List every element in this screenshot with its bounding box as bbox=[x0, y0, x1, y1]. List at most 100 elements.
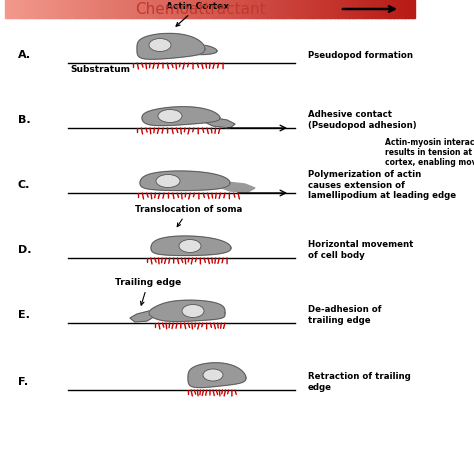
Bar bbox=[201, 0, 202, 18]
Bar bbox=[371, 0, 373, 18]
Polygon shape bbox=[216, 181, 255, 192]
Bar bbox=[255, 0, 257, 18]
Bar bbox=[195, 0, 197, 18]
Bar bbox=[110, 0, 112, 18]
Bar bbox=[42, 0, 44, 18]
Bar bbox=[343, 0, 345, 18]
Text: Actin Cortex: Actin Cortex bbox=[166, 2, 229, 26]
Bar bbox=[351, 0, 353, 18]
Text: Trailing edge: Trailing edge bbox=[115, 278, 181, 305]
Bar bbox=[221, 0, 223, 18]
Bar bbox=[193, 0, 195, 18]
Bar bbox=[188, 0, 190, 18]
Bar bbox=[113, 0, 115, 18]
Bar bbox=[403, 0, 405, 18]
Bar bbox=[180, 0, 182, 18]
Bar bbox=[344, 0, 346, 18]
Bar bbox=[26, 0, 27, 18]
Bar bbox=[53, 0, 55, 18]
Bar bbox=[310, 0, 311, 18]
Bar bbox=[380, 0, 382, 18]
Bar bbox=[247, 0, 249, 18]
Bar bbox=[88, 0, 90, 18]
Bar bbox=[370, 0, 372, 18]
Bar bbox=[337, 0, 339, 18]
Bar bbox=[289, 0, 291, 18]
Bar bbox=[108, 0, 109, 18]
Polygon shape bbox=[130, 310, 157, 322]
Bar bbox=[155, 0, 157, 18]
Bar bbox=[322, 0, 324, 18]
Bar bbox=[95, 0, 97, 18]
Bar bbox=[230, 0, 232, 18]
Bar bbox=[139, 0, 141, 18]
Bar bbox=[252, 0, 254, 18]
Bar bbox=[128, 0, 130, 18]
Bar bbox=[412, 0, 414, 18]
Bar bbox=[111, 0, 113, 18]
Bar bbox=[184, 0, 186, 18]
Bar bbox=[136, 0, 138, 18]
Bar bbox=[125, 0, 127, 18]
Bar bbox=[60, 0, 62, 18]
Bar bbox=[284, 0, 286, 18]
Text: D.: D. bbox=[18, 245, 31, 255]
Bar bbox=[354, 0, 356, 18]
Bar bbox=[211, 0, 213, 18]
Bar bbox=[407, 0, 409, 18]
Bar bbox=[116, 0, 118, 18]
Ellipse shape bbox=[182, 305, 204, 318]
Bar bbox=[318, 0, 320, 18]
Text: B.: B. bbox=[18, 115, 31, 125]
Bar bbox=[228, 0, 229, 18]
Bar bbox=[91, 0, 93, 18]
Text: E.: E. bbox=[18, 310, 30, 320]
Bar bbox=[39, 0, 41, 18]
Bar bbox=[177, 0, 179, 18]
Bar bbox=[29, 0, 31, 18]
Text: Retraction of trailing
edge: Retraction of trailing edge bbox=[308, 372, 411, 392]
Bar bbox=[396, 0, 398, 18]
Bar bbox=[366, 0, 368, 18]
Text: C.: C. bbox=[18, 180, 30, 190]
Text: Substratum: Substratum bbox=[70, 65, 130, 74]
Bar bbox=[36, 0, 38, 18]
Bar bbox=[172, 0, 173, 18]
Bar bbox=[13, 0, 15, 18]
Bar bbox=[18, 0, 20, 18]
Bar bbox=[5, 0, 7, 18]
Bar bbox=[41, 0, 42, 18]
Bar bbox=[314, 0, 316, 18]
Bar bbox=[275, 0, 277, 18]
Bar bbox=[374, 0, 376, 18]
Bar bbox=[66, 0, 68, 18]
Bar bbox=[8, 0, 9, 18]
Polygon shape bbox=[200, 116, 235, 128]
Bar bbox=[399, 0, 401, 18]
Bar bbox=[185, 0, 187, 18]
Bar bbox=[182, 0, 184, 18]
Bar bbox=[312, 0, 314, 18]
Bar bbox=[349, 0, 351, 18]
Bar bbox=[391, 0, 392, 18]
Bar bbox=[394, 0, 396, 18]
Bar bbox=[31, 0, 33, 18]
Bar bbox=[100, 0, 102, 18]
Bar bbox=[214, 0, 216, 18]
Bar bbox=[123, 0, 124, 18]
Bar bbox=[278, 0, 280, 18]
Bar bbox=[209, 0, 210, 18]
Bar bbox=[352, 0, 354, 18]
Bar bbox=[338, 0, 340, 18]
Bar bbox=[150, 0, 152, 18]
Bar bbox=[162, 0, 164, 18]
Bar bbox=[206, 0, 208, 18]
Bar bbox=[332, 0, 334, 18]
Bar bbox=[50, 0, 52, 18]
Bar bbox=[315, 0, 317, 18]
Bar bbox=[248, 0, 250, 18]
Bar bbox=[12, 0, 14, 18]
Bar bbox=[131, 0, 133, 18]
Bar bbox=[94, 0, 96, 18]
Bar bbox=[165, 0, 167, 18]
